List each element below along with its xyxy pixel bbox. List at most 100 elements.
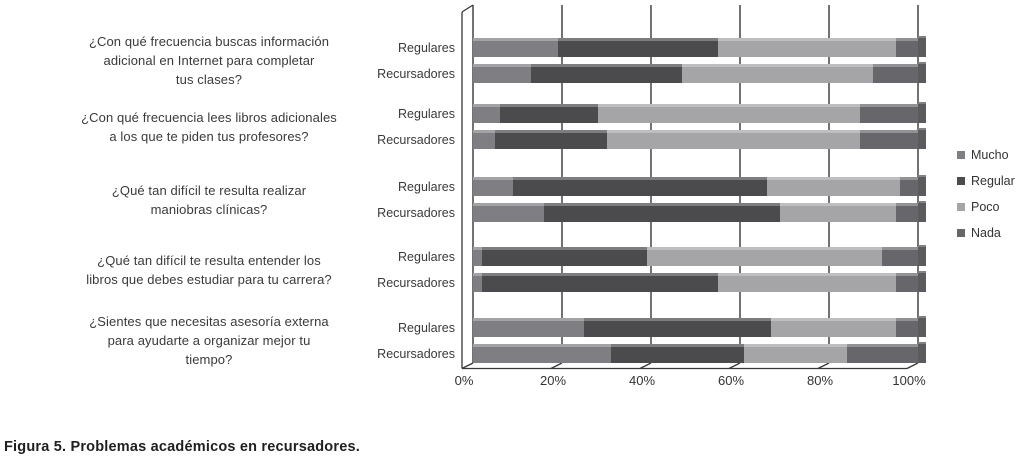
stacked-bar — [473, 245, 926, 266]
axis-floor-tick — [817, 362, 830, 370]
question-label-line: ¿Qué tan difícil te resulta entender los — [97, 252, 321, 268]
bar-segment-mucho — [473, 64, 531, 83]
legend-item: Regular — [957, 168, 1015, 194]
bar-segment-poco — [744, 344, 847, 363]
bar-segment-mucho — [473, 104, 500, 123]
axis-floor-tick — [550, 362, 563, 370]
x-axis-tick-label: 80% — [806, 373, 834, 388]
stacked-bar — [473, 36, 926, 57]
legend-swatch-poco — [957, 203, 965, 211]
bar-segment-poco — [606, 130, 861, 149]
bar-segment-poco — [771, 318, 896, 337]
question-label: ¿Sientes que necesitas asesoría externa p… — [28, 312, 390, 369]
question-label-line: ¿Qué tan difícil te resulta realizar — [111, 182, 307, 198]
axis-floor-tick — [906, 362, 919, 370]
x-axis-tick-label: 100% — [892, 373, 926, 388]
question-label-line: ¿Con qué frecuencia lees libros adiciona… — [81, 109, 337, 125]
bar-segment-poco — [780, 203, 896, 222]
legend-label: Poco — [971, 200, 1000, 214]
bar-segment-regular — [499, 104, 598, 123]
bar-segment-nada — [873, 64, 918, 83]
stacked-bar — [473, 271, 926, 292]
row-label: Recursadores — [377, 275, 455, 290]
x-axis-tick-label: 40% — [628, 373, 656, 388]
question-label-line: para ayudarte a organizar mejor tu — [107, 333, 311, 348]
bar-segment-poco — [646, 247, 883, 266]
stacked-bar — [473, 175, 926, 196]
figure-caption-text: Problemas académicos en recursadores. — [66, 439, 360, 455]
row-label: Regulares — [398, 179, 455, 194]
row-label: Regulares — [398, 320, 455, 335]
question-label-line: tiempo? — [185, 352, 233, 367]
bar-segment-mucho — [473, 344, 611, 363]
bar-segment-mucho — [473, 38, 558, 57]
bar-end-cap — [917, 36, 926, 57]
stacked-bar — [473, 342, 926, 363]
legend-label: Regular — [971, 174, 1015, 188]
legend-swatch-regular — [957, 177, 965, 185]
x-axis-tick-label: 0% — [454, 373, 474, 388]
question-label: ¿Con qué frecuencia lees libros adiciona… — [28, 108, 390, 146]
bar-segment-mucho — [473, 130, 496, 149]
bar-segment-nada — [895, 273, 918, 292]
row-label: Recursadores — [377, 132, 455, 147]
bar-segment-mucho — [473, 247, 482, 266]
row-label: Regulares — [398, 249, 455, 264]
bar-end-cap — [917, 128, 926, 149]
bar-segment-nada — [900, 177, 918, 196]
question-label-line: libros que debes estudiar para tu carrer… — [86, 271, 332, 287]
bar-segment-poco — [682, 64, 874, 83]
question-label-line: tus clases? — [175, 72, 243, 87]
bar-segment-poco — [597, 104, 861, 123]
bar-segment-nada — [895, 203, 918, 222]
chart-legend: Mucho Regular Poco Nada — [957, 142, 1015, 246]
bar-segment-nada — [860, 104, 918, 123]
question-label-line: ¿Con qué frecuencia buscas información — [88, 34, 330, 49]
bar-end-cap — [917, 102, 926, 123]
axis-top-slant — [461, 4, 474, 13]
bar-segment-regular — [610, 344, 745, 363]
x-axis-tick-label: 60% — [717, 373, 745, 388]
bar-segment-nada — [882, 247, 918, 266]
bar-segment-regular — [495, 130, 607, 149]
bar-segment-mucho — [473, 273, 482, 292]
bar-segment-poco — [717, 38, 896, 57]
bar-segment-mucho — [473, 203, 545, 222]
row-label: Regulares — [398, 106, 455, 121]
x-axis-tick-label: 20% — [539, 373, 567, 388]
question-label-line: ¿Sientes que necesitas asesoría externa — [89, 314, 329, 329]
axis-floor-tick — [639, 362, 652, 370]
legend-label: Mucho — [971, 148, 1009, 162]
bar-end-cap — [917, 271, 926, 292]
legend-swatch-mucho — [957, 151, 965, 159]
stacked-bar — [473, 201, 926, 222]
question-label-line: adicional en Internet para completar — [103, 53, 315, 68]
legend-item: Mucho — [957, 142, 1015, 168]
stacked-bar — [473, 128, 926, 149]
axis-floor-tick — [461, 362, 474, 370]
bar-segment-regular — [481, 247, 647, 266]
row-label: Regulares — [398, 40, 455, 55]
bar-segment-nada — [895, 38, 918, 57]
bar-segment-regular — [584, 318, 772, 337]
stacked-bar — [473, 316, 926, 337]
bar-segment-regular — [513, 177, 767, 196]
row-label: Recursadores — [377, 66, 455, 81]
bar-segment-regular — [557, 38, 718, 57]
stacked-bar — [473, 62, 926, 83]
bar-segment-nada — [895, 318, 918, 337]
question-label: ¿Qué tan difícil te resulta entender los… — [28, 251, 390, 289]
question-label-line: a los que te piden tus profesores? — [109, 128, 309, 144]
bar-end-cap — [917, 175, 926, 196]
row-label: Recursadores — [377, 346, 455, 361]
row-label: Recursadores — [377, 205, 455, 220]
bar-segment-nada — [846, 344, 918, 363]
bar-segment-mucho — [473, 318, 585, 337]
question-label-line: maniobras clínicas? — [150, 201, 268, 217]
bar-segment-mucho — [473, 177, 514, 196]
figure-caption: Figura 5. Problemas académicos en recurs… — [4, 439, 360, 455]
figure-caption-label: Figura 5. — [4, 439, 67, 455]
bar-segment-nada — [860, 130, 918, 149]
bar-segment-regular — [481, 273, 718, 292]
